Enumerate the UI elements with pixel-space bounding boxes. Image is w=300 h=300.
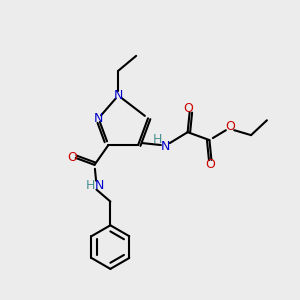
Text: O: O bbox=[67, 152, 77, 164]
Text: O: O bbox=[225, 120, 235, 133]
Text: O: O bbox=[206, 158, 215, 171]
Text: N: N bbox=[114, 89, 123, 102]
Text: O: O bbox=[184, 102, 194, 115]
Text: N: N bbox=[94, 112, 103, 125]
Text: N: N bbox=[161, 140, 170, 152]
Text: H: H bbox=[153, 133, 163, 146]
Text: N: N bbox=[95, 179, 104, 192]
Text: H: H bbox=[86, 179, 95, 192]
